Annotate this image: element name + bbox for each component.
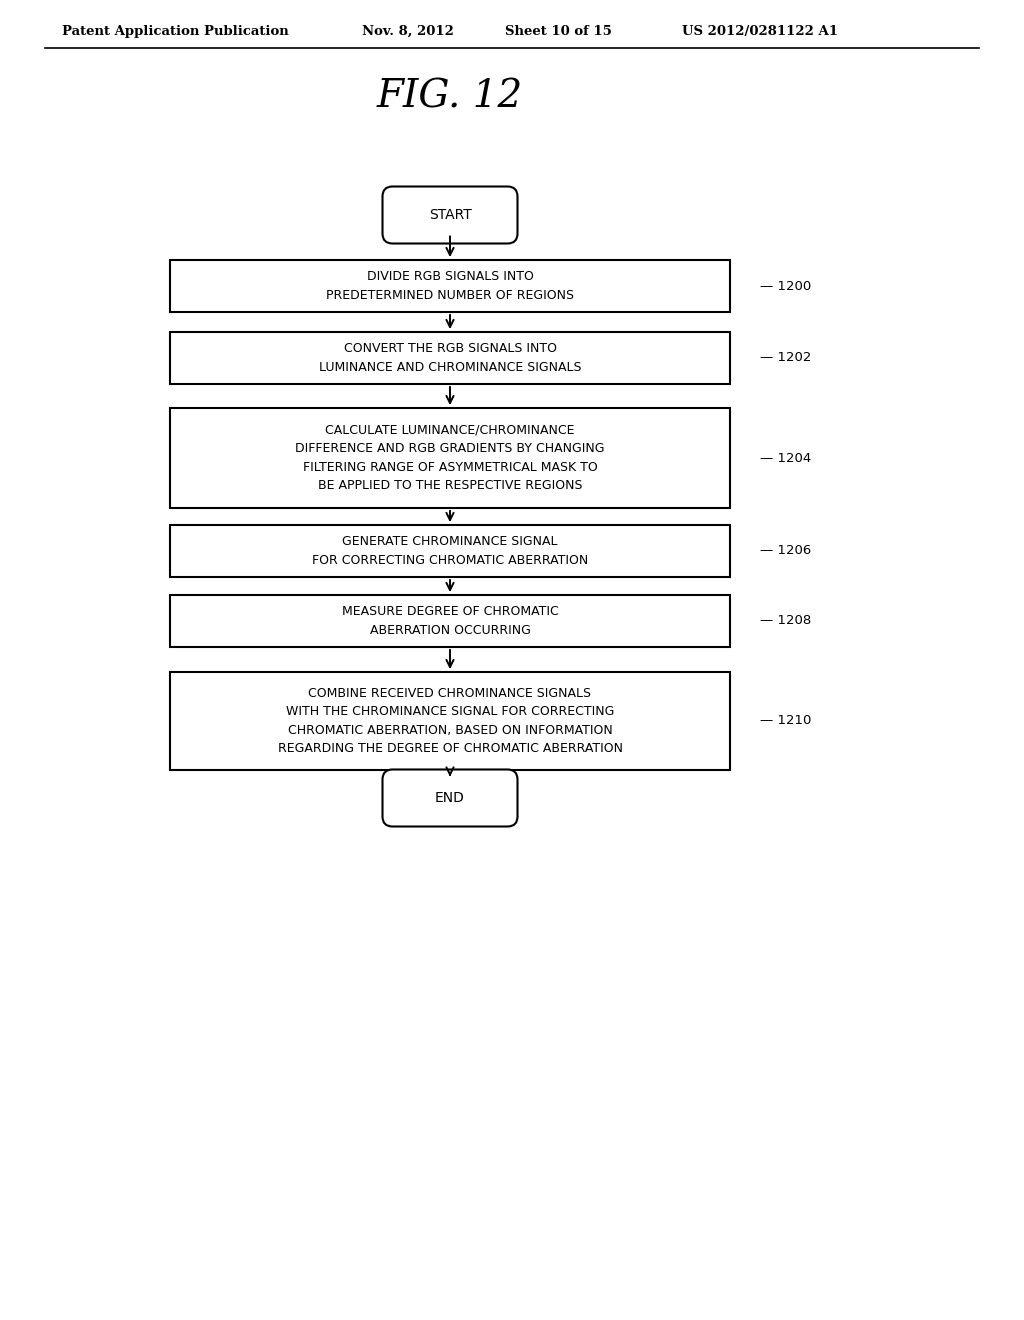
Text: — 1200: — 1200 bbox=[760, 280, 811, 293]
Text: — 1202: — 1202 bbox=[760, 351, 811, 364]
FancyBboxPatch shape bbox=[383, 186, 517, 243]
Text: END: END bbox=[435, 791, 465, 805]
Text: GENERATE CHROMINANCE SIGNAL
FOR CORRECTING CHROMATIC ABERRATION: GENERATE CHROMINANCE SIGNAL FOR CORRECTI… bbox=[312, 535, 588, 566]
FancyBboxPatch shape bbox=[170, 525, 730, 577]
FancyBboxPatch shape bbox=[170, 595, 730, 647]
Text: — 1206: — 1206 bbox=[760, 544, 811, 557]
Text: DIVIDE RGB SIGNALS INTO
PREDETERMINED NUMBER OF REGIONS: DIVIDE RGB SIGNALS INTO PREDETERMINED NU… bbox=[326, 271, 574, 302]
Text: CONVERT THE RGB SIGNALS INTO
LUMINANCE AND CHROMINANCE SIGNALS: CONVERT THE RGB SIGNALS INTO LUMINANCE A… bbox=[318, 342, 582, 374]
Text: CALCULATE LUMINANCE/CHROMINANCE
DIFFERENCE AND RGB GRADIENTS BY CHANGING
FILTERI: CALCULATE LUMINANCE/CHROMINANCE DIFFEREN… bbox=[295, 424, 605, 492]
Text: — 1208: — 1208 bbox=[760, 615, 811, 627]
Text: US 2012/0281122 A1: US 2012/0281122 A1 bbox=[682, 25, 838, 38]
Text: Patent Application Publication: Patent Application Publication bbox=[62, 25, 289, 38]
Text: — 1204: — 1204 bbox=[760, 451, 811, 465]
FancyBboxPatch shape bbox=[170, 408, 730, 508]
Text: FIG. 12: FIG. 12 bbox=[377, 78, 523, 115]
Text: Sheet 10 of 15: Sheet 10 of 15 bbox=[505, 25, 612, 38]
Text: — 1210: — 1210 bbox=[760, 714, 811, 727]
FancyBboxPatch shape bbox=[383, 770, 517, 826]
FancyBboxPatch shape bbox=[170, 672, 730, 770]
Text: MEASURE DEGREE OF CHROMATIC
ABERRATION OCCURRING: MEASURE DEGREE OF CHROMATIC ABERRATION O… bbox=[342, 606, 558, 636]
Text: START: START bbox=[429, 209, 471, 222]
FancyBboxPatch shape bbox=[170, 333, 730, 384]
Text: Nov. 8, 2012: Nov. 8, 2012 bbox=[362, 25, 454, 38]
FancyBboxPatch shape bbox=[170, 260, 730, 312]
Text: COMBINE RECEIVED CHROMINANCE SIGNALS
WITH THE CHROMINANCE SIGNAL FOR CORRECTING
: COMBINE RECEIVED CHROMINANCE SIGNALS WIT… bbox=[278, 686, 623, 755]
